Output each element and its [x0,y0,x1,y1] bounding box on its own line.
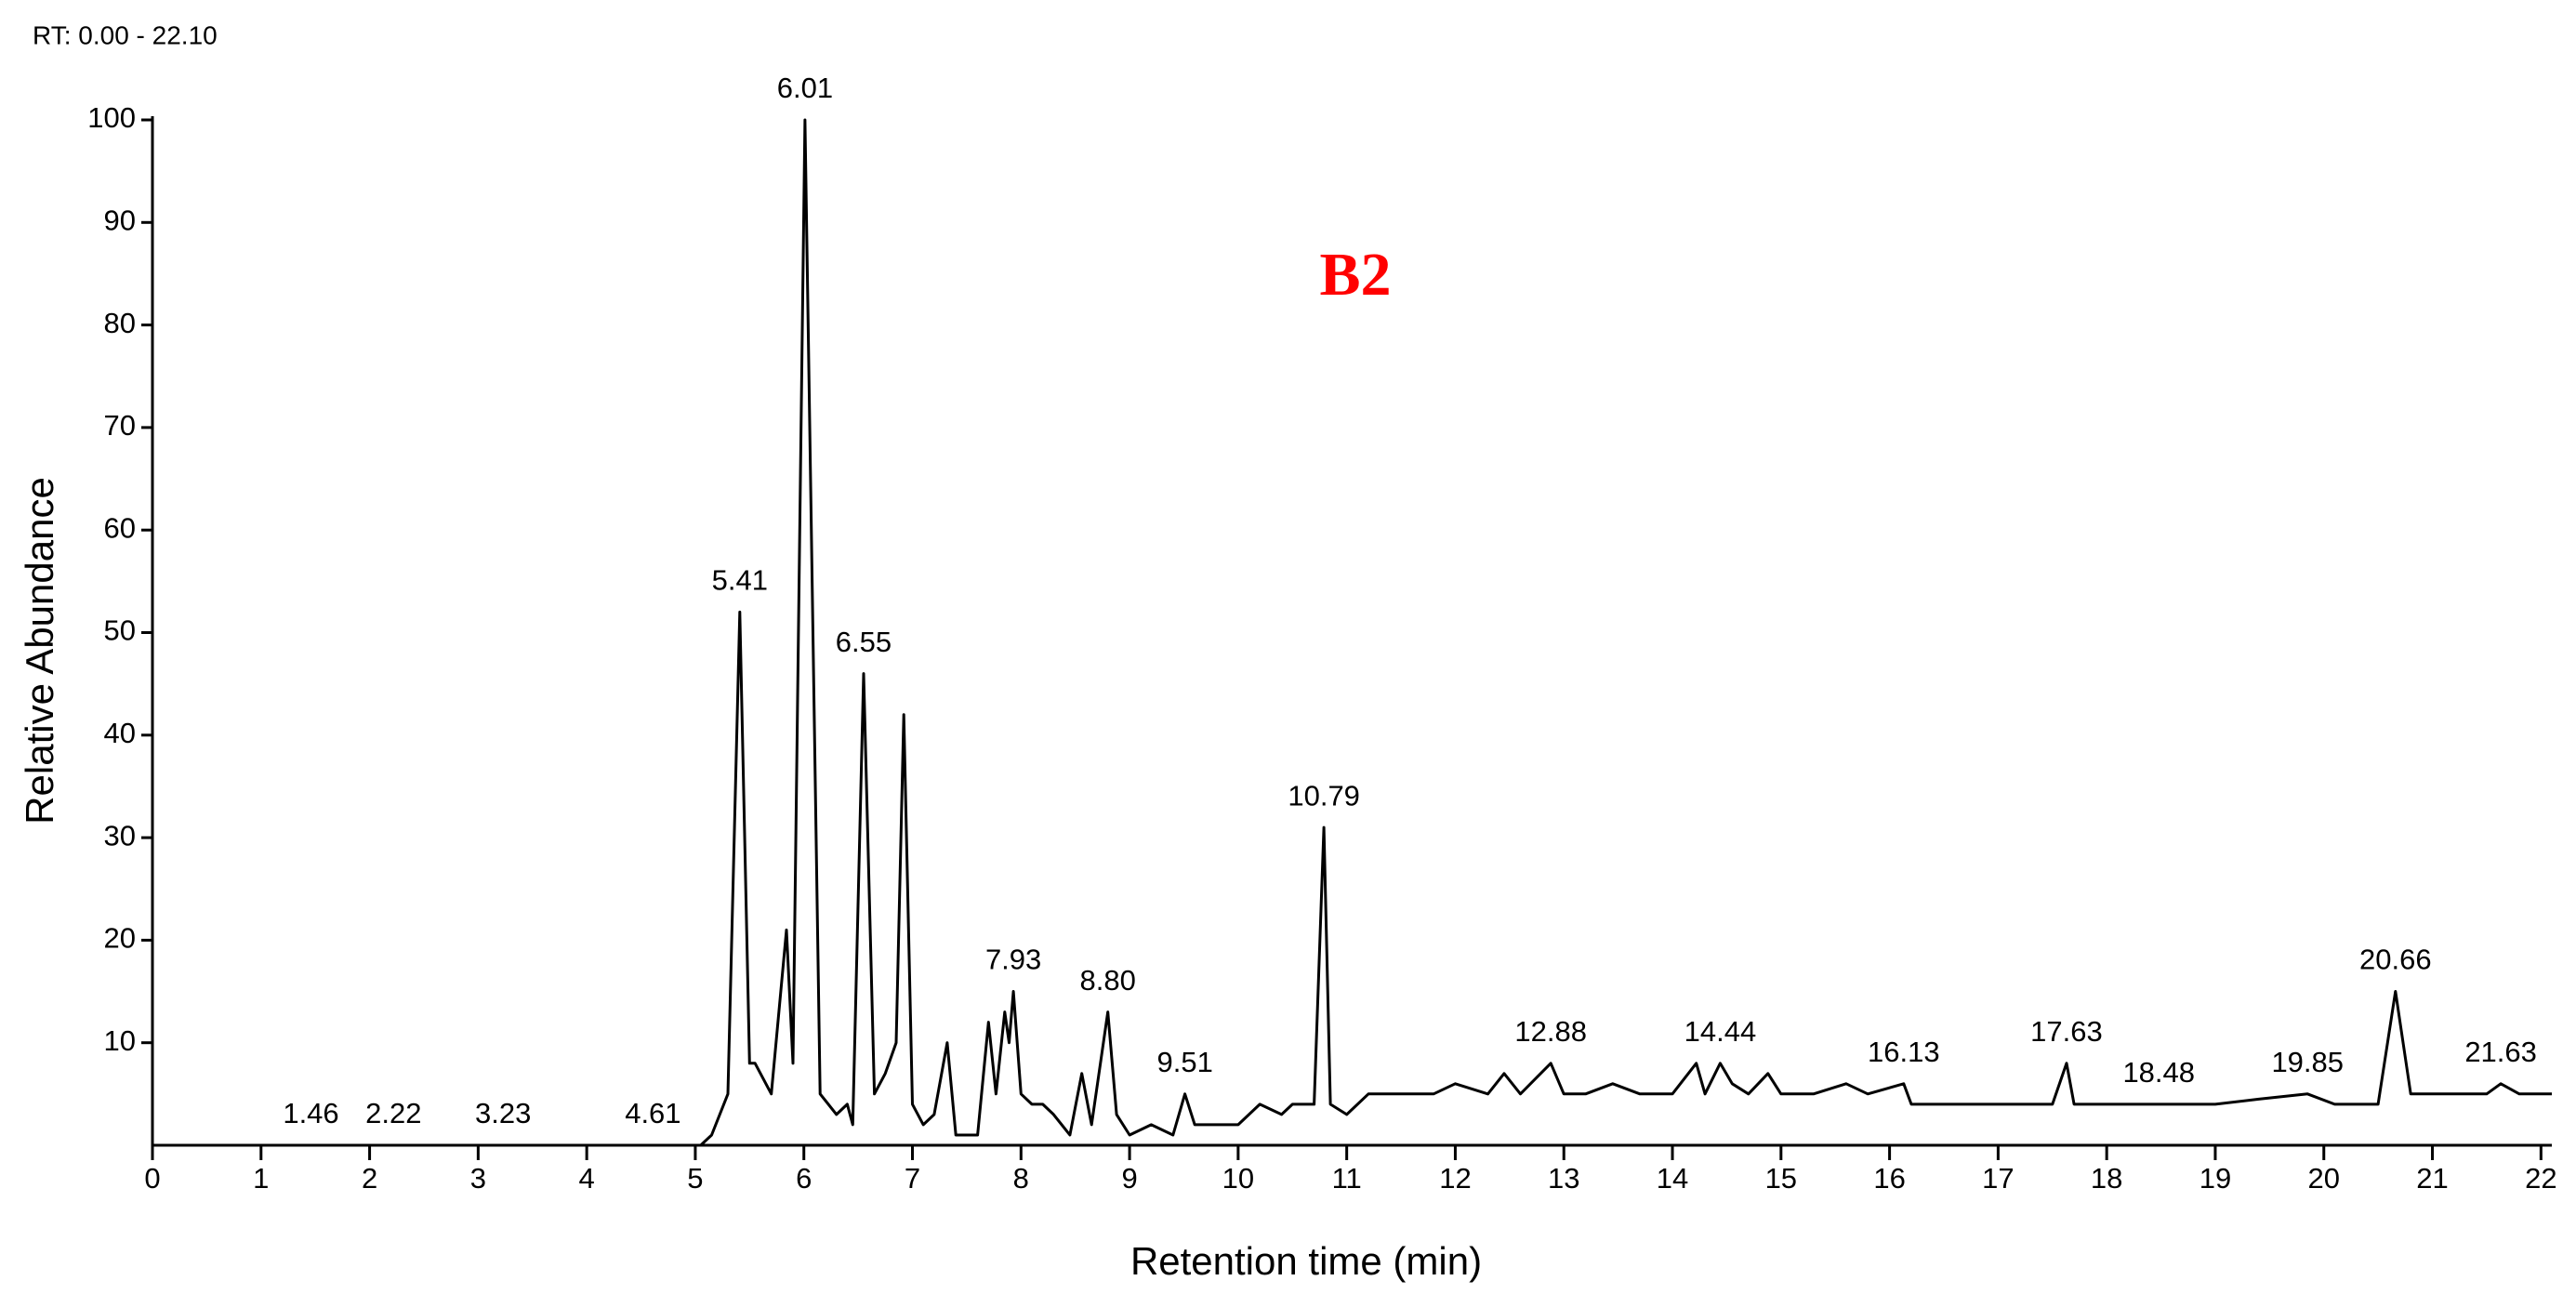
peak-label: 17.63 [2030,1015,2103,1048]
x-tick-label: 20 [2308,1162,2340,1195]
x-tick-label: 15 [1765,1162,1797,1195]
y-tick-label: 30 [104,819,136,852]
x-tick-label: 9 [1121,1162,1137,1195]
y-axis-title: Relative Abundance [18,477,61,825]
x-tick-label: 21 [2416,1162,2448,1195]
x-axis-title: Retention time (min) [1130,1239,1482,1283]
peak-label: 10.79 [1288,779,1360,812]
peak-label: 3.23 [475,1097,531,1129]
x-tick-label: 2 [362,1162,377,1195]
y-tick-label: 70 [104,409,136,442]
x-tick-label: 3 [470,1162,486,1195]
peak-label: 14.44 [1684,1015,1757,1048]
peak-label: 19.85 [2271,1046,2344,1078]
y-tick-label: 50 [104,614,136,647]
x-tick-label: 17 [1982,1162,2014,1195]
x-tick-label: 5 [687,1162,703,1195]
x-tick-label: 8 [1013,1162,1029,1195]
peak-label: 16.13 [1868,1036,1940,1068]
peak-label: 7.93 [985,944,1041,976]
x-tick-label: 16 [1873,1162,1905,1195]
x-tick-label: 10 [1222,1162,1254,1195]
peak-label: 8.80 [1080,964,1136,997]
x-tick-label: 18 [2091,1162,2122,1195]
peak-label: 1.46 [283,1097,338,1129]
x-tick-label: 13 [1548,1162,1579,1195]
peak-label: 2.22 [365,1097,421,1129]
peak-label: 21.63 [2464,1036,2537,1068]
x-tick-label: 4 [579,1162,595,1195]
x-tick-label: 22 [2525,1162,2556,1195]
peak-label: 6.01 [777,72,833,104]
y-tick-label: 90 [104,204,136,236]
peak-label: 9.51 [1156,1046,1212,1078]
x-tick-label: 19 [2200,1162,2231,1195]
peak-label: 5.41 [712,564,768,597]
y-tick-label: 10 [104,1024,136,1057]
x-tick-label: 6 [796,1162,812,1195]
y-tick-label: 40 [104,717,136,749]
peak-label: 20.66 [2359,944,2432,976]
x-tick-label: 7 [905,1162,920,1195]
range-text: RT: 0.00 - 22.10 [33,20,218,49]
x-tick-label: 0 [144,1162,160,1195]
x-tick-label: 11 [1332,1162,1362,1195]
x-tick-label: 12 [1439,1162,1471,1195]
peak-label: 4.61 [625,1097,680,1129]
y-tick-label: 100 [87,101,136,134]
y-tick-label: 80 [104,307,136,339]
y-tick-label: 60 [104,511,136,544]
panel-label: B2 [1319,241,1391,309]
x-tick-label: 1 [253,1162,269,1195]
peak-label: 18.48 [2122,1056,2195,1089]
y-tick-label: 20 [104,922,136,955]
peak-label: 12.88 [1514,1015,1587,1048]
chromatogram-line [152,118,2552,1147]
peak-label: 6.55 [836,626,892,658]
x-tick-label: 14 [1657,1162,1688,1195]
